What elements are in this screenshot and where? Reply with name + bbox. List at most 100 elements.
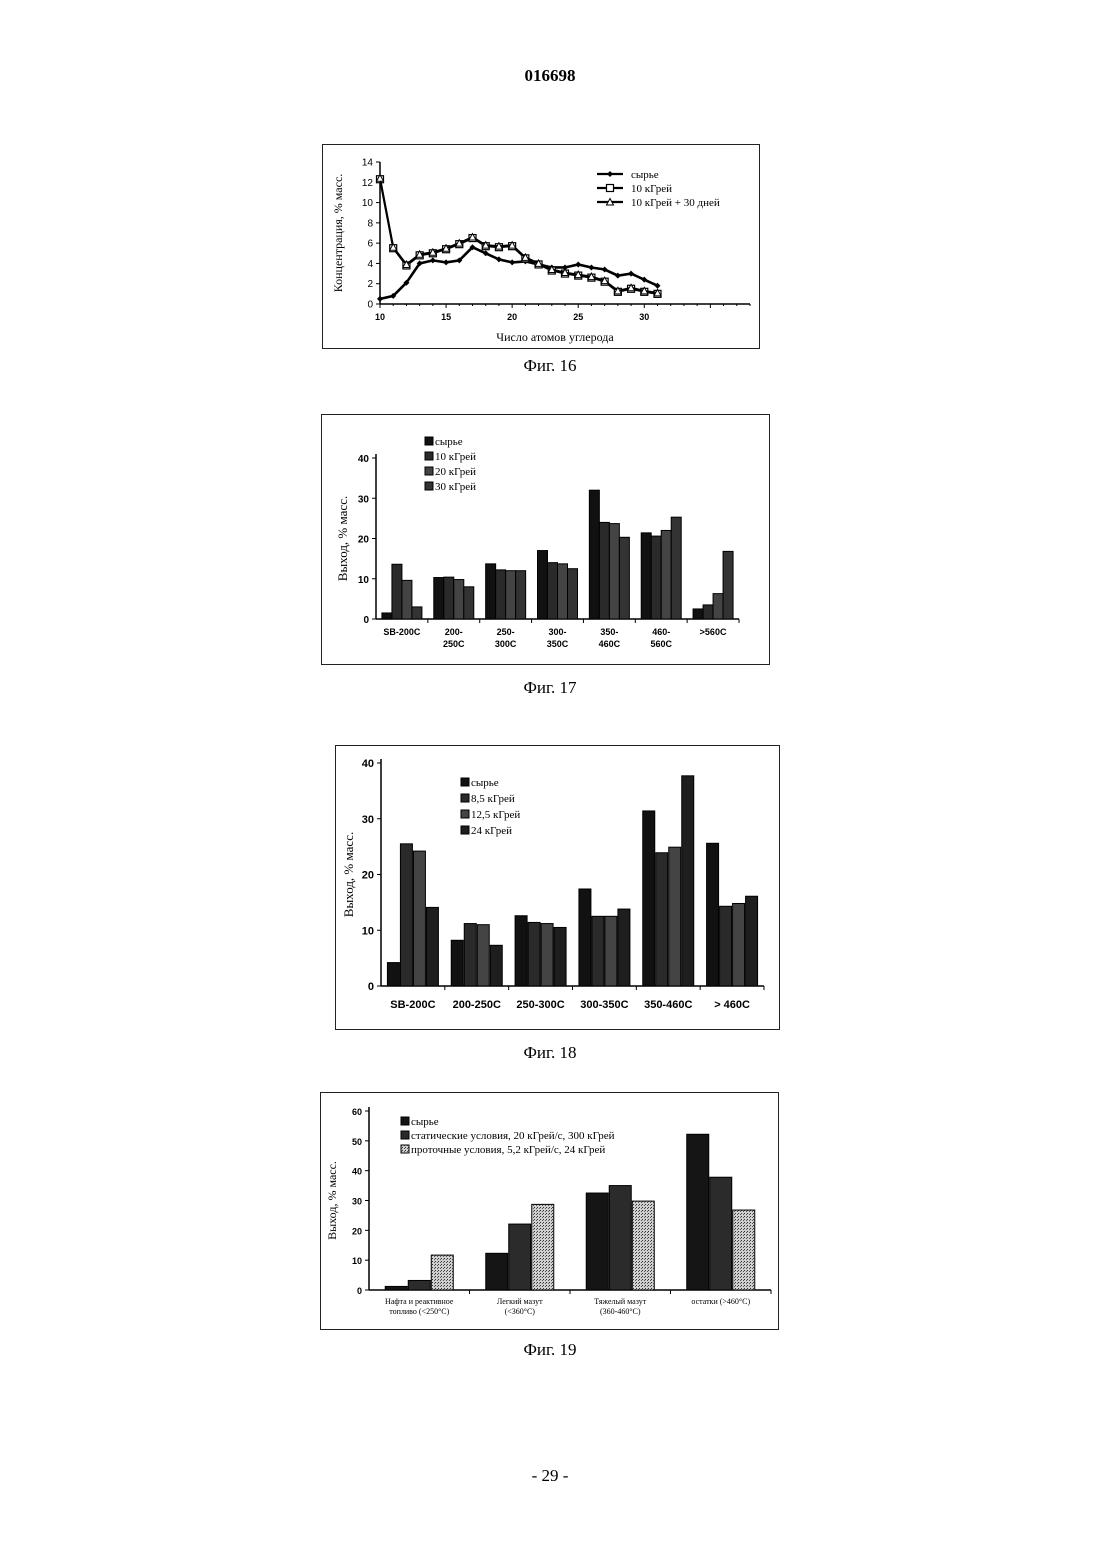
bar [656, 853, 668, 986]
bar [619, 537, 629, 619]
legend-swatch [425, 437, 433, 445]
x-tick-label: SB-200C [383, 627, 421, 637]
bar [643, 811, 655, 986]
bar [589, 490, 599, 619]
figure-18-bar-chart: 010203040Выход, % масс.SB-200C200-250C25… [335, 745, 780, 1030]
bar [392, 564, 402, 619]
x-tick-label: 460-560C [650, 627, 672, 649]
legend-item: 10 кГрей + 30 дней [597, 197, 720, 209]
chart-svg: 010203040Выход, % масс.SB-200C200-250C25… [322, 415, 769, 664]
legend-label: 10 кГрей [631, 183, 672, 195]
bar [651, 536, 661, 619]
series-2 [377, 176, 662, 298]
legend-item: сырье [401, 1116, 439, 1128]
legend-swatch [425, 452, 433, 460]
y-tick-label: 40 [362, 758, 374, 770]
data-point [430, 257, 436, 263]
bar [486, 564, 496, 619]
bar [592, 916, 604, 986]
legend-item: сырье [425, 436, 463, 448]
bar [412, 607, 422, 619]
legend-item: 8,5 кГрей [461, 793, 515, 805]
bar [703, 605, 713, 619]
bar [609, 1186, 631, 1290]
page-footer: - 29 - [0, 1466, 1100, 1486]
legend-item: 12,5 кГрей [461, 809, 520, 821]
bar [477, 925, 489, 986]
bar [682, 776, 694, 986]
bar [618, 909, 630, 986]
y-tick-label: 20 [352, 1226, 362, 1236]
legend-swatch [401, 1145, 409, 1153]
bar [661, 530, 671, 619]
y-tick-label: 0 [367, 300, 373, 311]
y-tick-label: 10 [362, 198, 374, 209]
figure-18-caption: Фиг. 18 [0, 1043, 1100, 1063]
bar [554, 927, 566, 986]
legend-label: сырье [411, 1116, 439, 1128]
x-tick-label: > 460C [714, 999, 750, 1011]
bar [579, 889, 591, 986]
x-tick-label: 20 [507, 312, 517, 322]
bar [541, 924, 553, 986]
y-tick-label: 10 [362, 925, 374, 937]
legend-swatch [425, 467, 433, 475]
bar [515, 916, 527, 986]
data-point [607, 185, 614, 192]
bar [413, 851, 425, 986]
legend-label: статические условия, 20 кГрей/с, 300 кГр… [411, 1130, 615, 1142]
legend-label: 30 кГрей [435, 481, 476, 493]
legend-swatch [461, 810, 469, 818]
data-point [588, 264, 594, 270]
bar [641, 533, 651, 619]
y-tick-label: 10 [358, 575, 370, 586]
bar [426, 907, 438, 986]
bar [632, 1201, 654, 1290]
legend-swatch [425, 482, 433, 490]
bar [516, 571, 526, 619]
bar [568, 569, 578, 619]
data-point [607, 171, 613, 177]
y-tick-label: 20 [358, 535, 370, 546]
y-tick-label: 10 [352, 1256, 362, 1266]
bar [385, 1286, 407, 1290]
legend-item: 24 кГрей [461, 825, 512, 837]
bar [746, 896, 758, 986]
bar [451, 940, 463, 986]
y-axis-label: Выход, % масс. [325, 1161, 339, 1240]
legend-swatch [401, 1131, 409, 1139]
legend-label: 24 кГрей [471, 825, 512, 837]
legend-label: сырье [631, 169, 659, 181]
x-tick-label: 300-350C [547, 627, 569, 649]
chart-svg: 0102030405060Выход, % масс.Нафта и реакт… [321, 1093, 778, 1329]
bar [733, 1210, 755, 1290]
bar [400, 844, 412, 986]
bar [431, 1255, 453, 1290]
x-tick-label: 250-300C [495, 627, 517, 649]
legend-item: 30 кГрей [425, 481, 476, 493]
y-tick-label: 40 [352, 1167, 362, 1177]
bar [464, 587, 474, 619]
y-tick-label: 2 [367, 279, 373, 290]
x-axis-label: Число атомов углерода [496, 330, 614, 344]
bar [402, 580, 412, 619]
data-point [443, 259, 449, 265]
bar [605, 916, 617, 986]
x-tick-label: 10 [375, 312, 385, 322]
bar [464, 924, 476, 986]
legend-swatch [401, 1117, 409, 1125]
y-axis-label: Выход, % масс. [335, 496, 350, 581]
bar [528, 922, 540, 986]
x-tick-label: 300-350C [580, 999, 628, 1011]
bar [382, 613, 392, 619]
bar [548, 563, 558, 619]
y-tick-label: 14 [362, 158, 374, 169]
y-tick-label: 12 [362, 178, 374, 189]
y-tick-label: 30 [362, 814, 374, 826]
bar [710, 1177, 732, 1290]
y-axis-label: Концентрация, % масс. [331, 174, 345, 293]
figure-19-caption: Фиг. 19 [0, 1340, 1100, 1360]
x-tick-label: 200-250C [443, 627, 465, 649]
legend-item: проточные условия, 5,2 кГрей/с, 24 кГрей [401, 1144, 605, 1156]
bar [408, 1280, 430, 1290]
